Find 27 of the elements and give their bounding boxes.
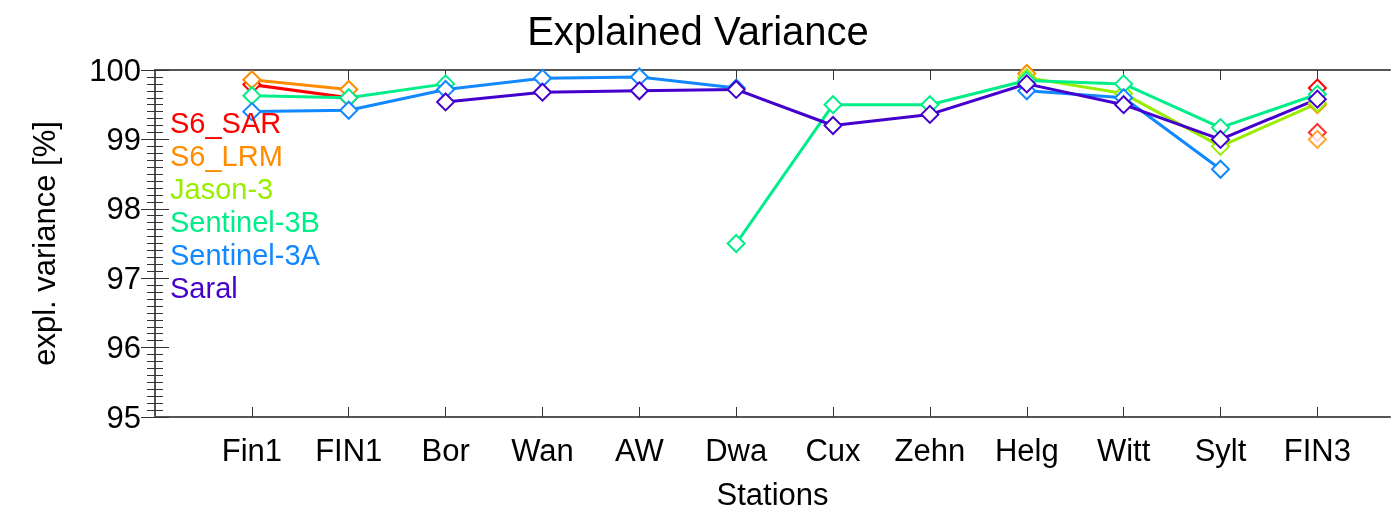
series-label: S6_SAR (170, 106, 282, 139)
chart-title: Explained Variance (527, 9, 869, 53)
y-tick-label: 98 (106, 191, 141, 227)
y-axis-title: expl. variance [%] (27, 121, 62, 366)
y-tick-label: 95 (106, 399, 141, 435)
x-tick-label: Witt (1096, 433, 1151, 468)
x-tick-label: Dwa (705, 433, 768, 468)
text: Sentinel-3A (170, 238, 321, 271)
y-tick-label: 97 (106, 260, 141, 296)
x-tick-label: Cux (805, 433, 862, 468)
x-tick-label: FIN1 (315, 433, 383, 468)
series-label: S6_LRM (170, 139, 283, 172)
x-tick-label: Helg (994, 433, 1059, 468)
y-tick-label: 96 (106, 330, 141, 366)
y-tick-label: 100 (89, 52, 141, 88)
text: Jason-3 (170, 172, 274, 205)
x-tick-label: Wan (511, 433, 574, 468)
y-tick-label: 99 (106, 121, 141, 157)
x-tick-label: Sylt (1194, 433, 1247, 468)
text: Sentinel-3B (170, 205, 320, 238)
x-tick-label: Bor (421, 433, 470, 468)
x-tick-label: FIN3 (1283, 433, 1351, 468)
x-tick-label: Fin1 (221, 433, 283, 468)
x-tick-label: AW (614, 433, 665, 468)
text: Saral (170, 271, 238, 304)
x-axis-title: Stations (716, 477, 829, 512)
x-tick-label: Zehn (894, 433, 966, 468)
